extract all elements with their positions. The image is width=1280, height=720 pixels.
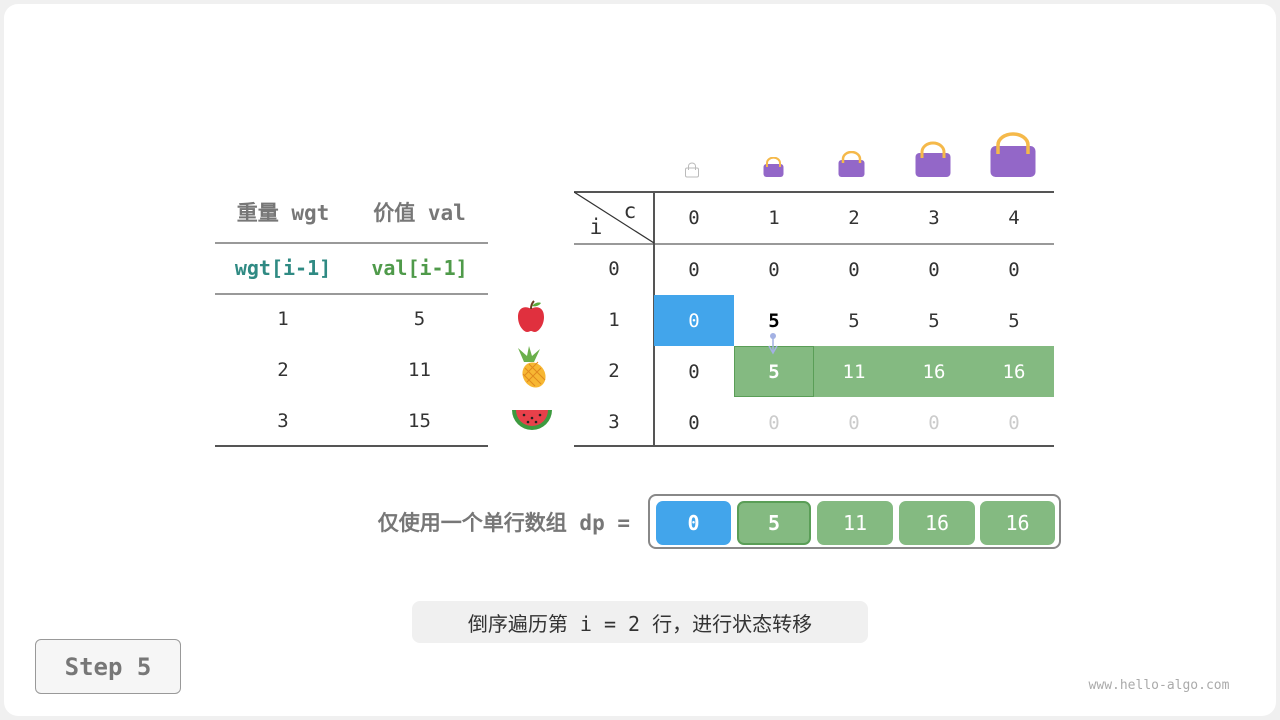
dp-array-cell: 16 bbox=[980, 501, 1055, 545]
subheader-val: val[i-1] bbox=[371, 256, 468, 280]
empty-bag-icon bbox=[685, 162, 699, 178]
divider bbox=[574, 445, 1054, 447]
dp-array-label: 仅使用一个单行数组 dp = bbox=[377, 511, 630, 535]
dp-cell: 0 bbox=[1008, 258, 1020, 281]
caption: 倒序遍历第 i = 2 行，进行状态转移 bbox=[412, 601, 868, 643]
dp-cell: 0 bbox=[688, 360, 700, 383]
row-header: 1 bbox=[608, 308, 620, 331]
dp-cell: 0 bbox=[848, 258, 860, 281]
dp-cell: 0 bbox=[1008, 411, 1020, 434]
val-cell: 11 bbox=[408, 359, 431, 381]
dp-cell: 0 bbox=[928, 411, 940, 434]
col-header: 4 bbox=[1008, 206, 1020, 229]
dp-array-cell: 11 bbox=[817, 501, 893, 545]
subheader-wgt: wgt[i-1] bbox=[234, 256, 332, 280]
dp-cell: 0 bbox=[768, 411, 780, 434]
bag-icon bbox=[763, 157, 784, 177]
divider bbox=[215, 445, 488, 447]
row-header: 3 bbox=[608, 410, 620, 433]
dp-cell: 11 bbox=[814, 346, 894, 397]
dp-cell: 0 bbox=[768, 258, 780, 281]
header-val: 价值 val bbox=[373, 201, 466, 225]
divider bbox=[215, 242, 488, 244]
pineapple-icon bbox=[518, 346, 546, 388]
divider bbox=[653, 192, 655, 446]
dp-cell: 16 bbox=[974, 346, 1054, 397]
val-cell: 15 bbox=[408, 410, 431, 432]
col-header: 1 bbox=[768, 206, 780, 229]
dp-cell: 16 bbox=[894, 346, 974, 397]
header-wgt: 重量 wgt bbox=[236, 201, 330, 225]
dp-cell: 5 bbox=[734, 346, 814, 397]
dp-cell: 5 bbox=[928, 309, 940, 332]
dp-array-cell: 16 bbox=[899, 501, 975, 545]
dp-array-cell: 0 bbox=[656, 501, 731, 545]
corner-i-label: i bbox=[589, 215, 603, 239]
dp-cell: 0 bbox=[688, 411, 700, 434]
dp-array bbox=[648, 494, 1061, 549]
col-header: 0 bbox=[688, 206, 700, 229]
col-header: 3 bbox=[928, 206, 940, 229]
arrow-down-icon bbox=[768, 333, 778, 355]
corner-c-label: c bbox=[623, 199, 637, 223]
bag-icon bbox=[838, 151, 865, 177]
dp-cell: 5 bbox=[848, 309, 860, 332]
dp-cell: 0 bbox=[928, 258, 940, 281]
row-header: 0 bbox=[608, 257, 620, 280]
val-cell: 5 bbox=[413, 308, 426, 330]
col-header: 2 bbox=[848, 206, 860, 229]
divider bbox=[215, 293, 488, 295]
dp-cell: 0 bbox=[654, 295, 734, 346]
wgt-cell: 1 bbox=[277, 308, 289, 330]
watermelon-icon bbox=[512, 410, 552, 430]
dp-cell: 0 bbox=[688, 258, 700, 281]
wgt-cell: 3 bbox=[277, 410, 289, 432]
step-button[interactable]: Step 5 bbox=[35, 639, 181, 694]
dp-cell: 0 bbox=[848, 411, 860, 434]
canvas bbox=[4, 4, 1276, 716]
dp-array-cell: 5 bbox=[737, 501, 811, 545]
corner-diagonal bbox=[574, 192, 654, 244]
apple-icon bbox=[518, 300, 544, 332]
wgt-cell: 2 bbox=[277, 359, 289, 381]
divider bbox=[574, 191, 1054, 193]
bag-icon bbox=[915, 141, 951, 177]
bag-icon bbox=[990, 132, 1036, 177]
dp-cell: 5 bbox=[768, 309, 780, 332]
divider bbox=[574, 243, 1054, 245]
dp-cell: 5 bbox=[1008, 309, 1020, 332]
row-header: 2 bbox=[608, 359, 620, 382]
watermark: www.hello-algo.com bbox=[1088, 677, 1230, 693]
